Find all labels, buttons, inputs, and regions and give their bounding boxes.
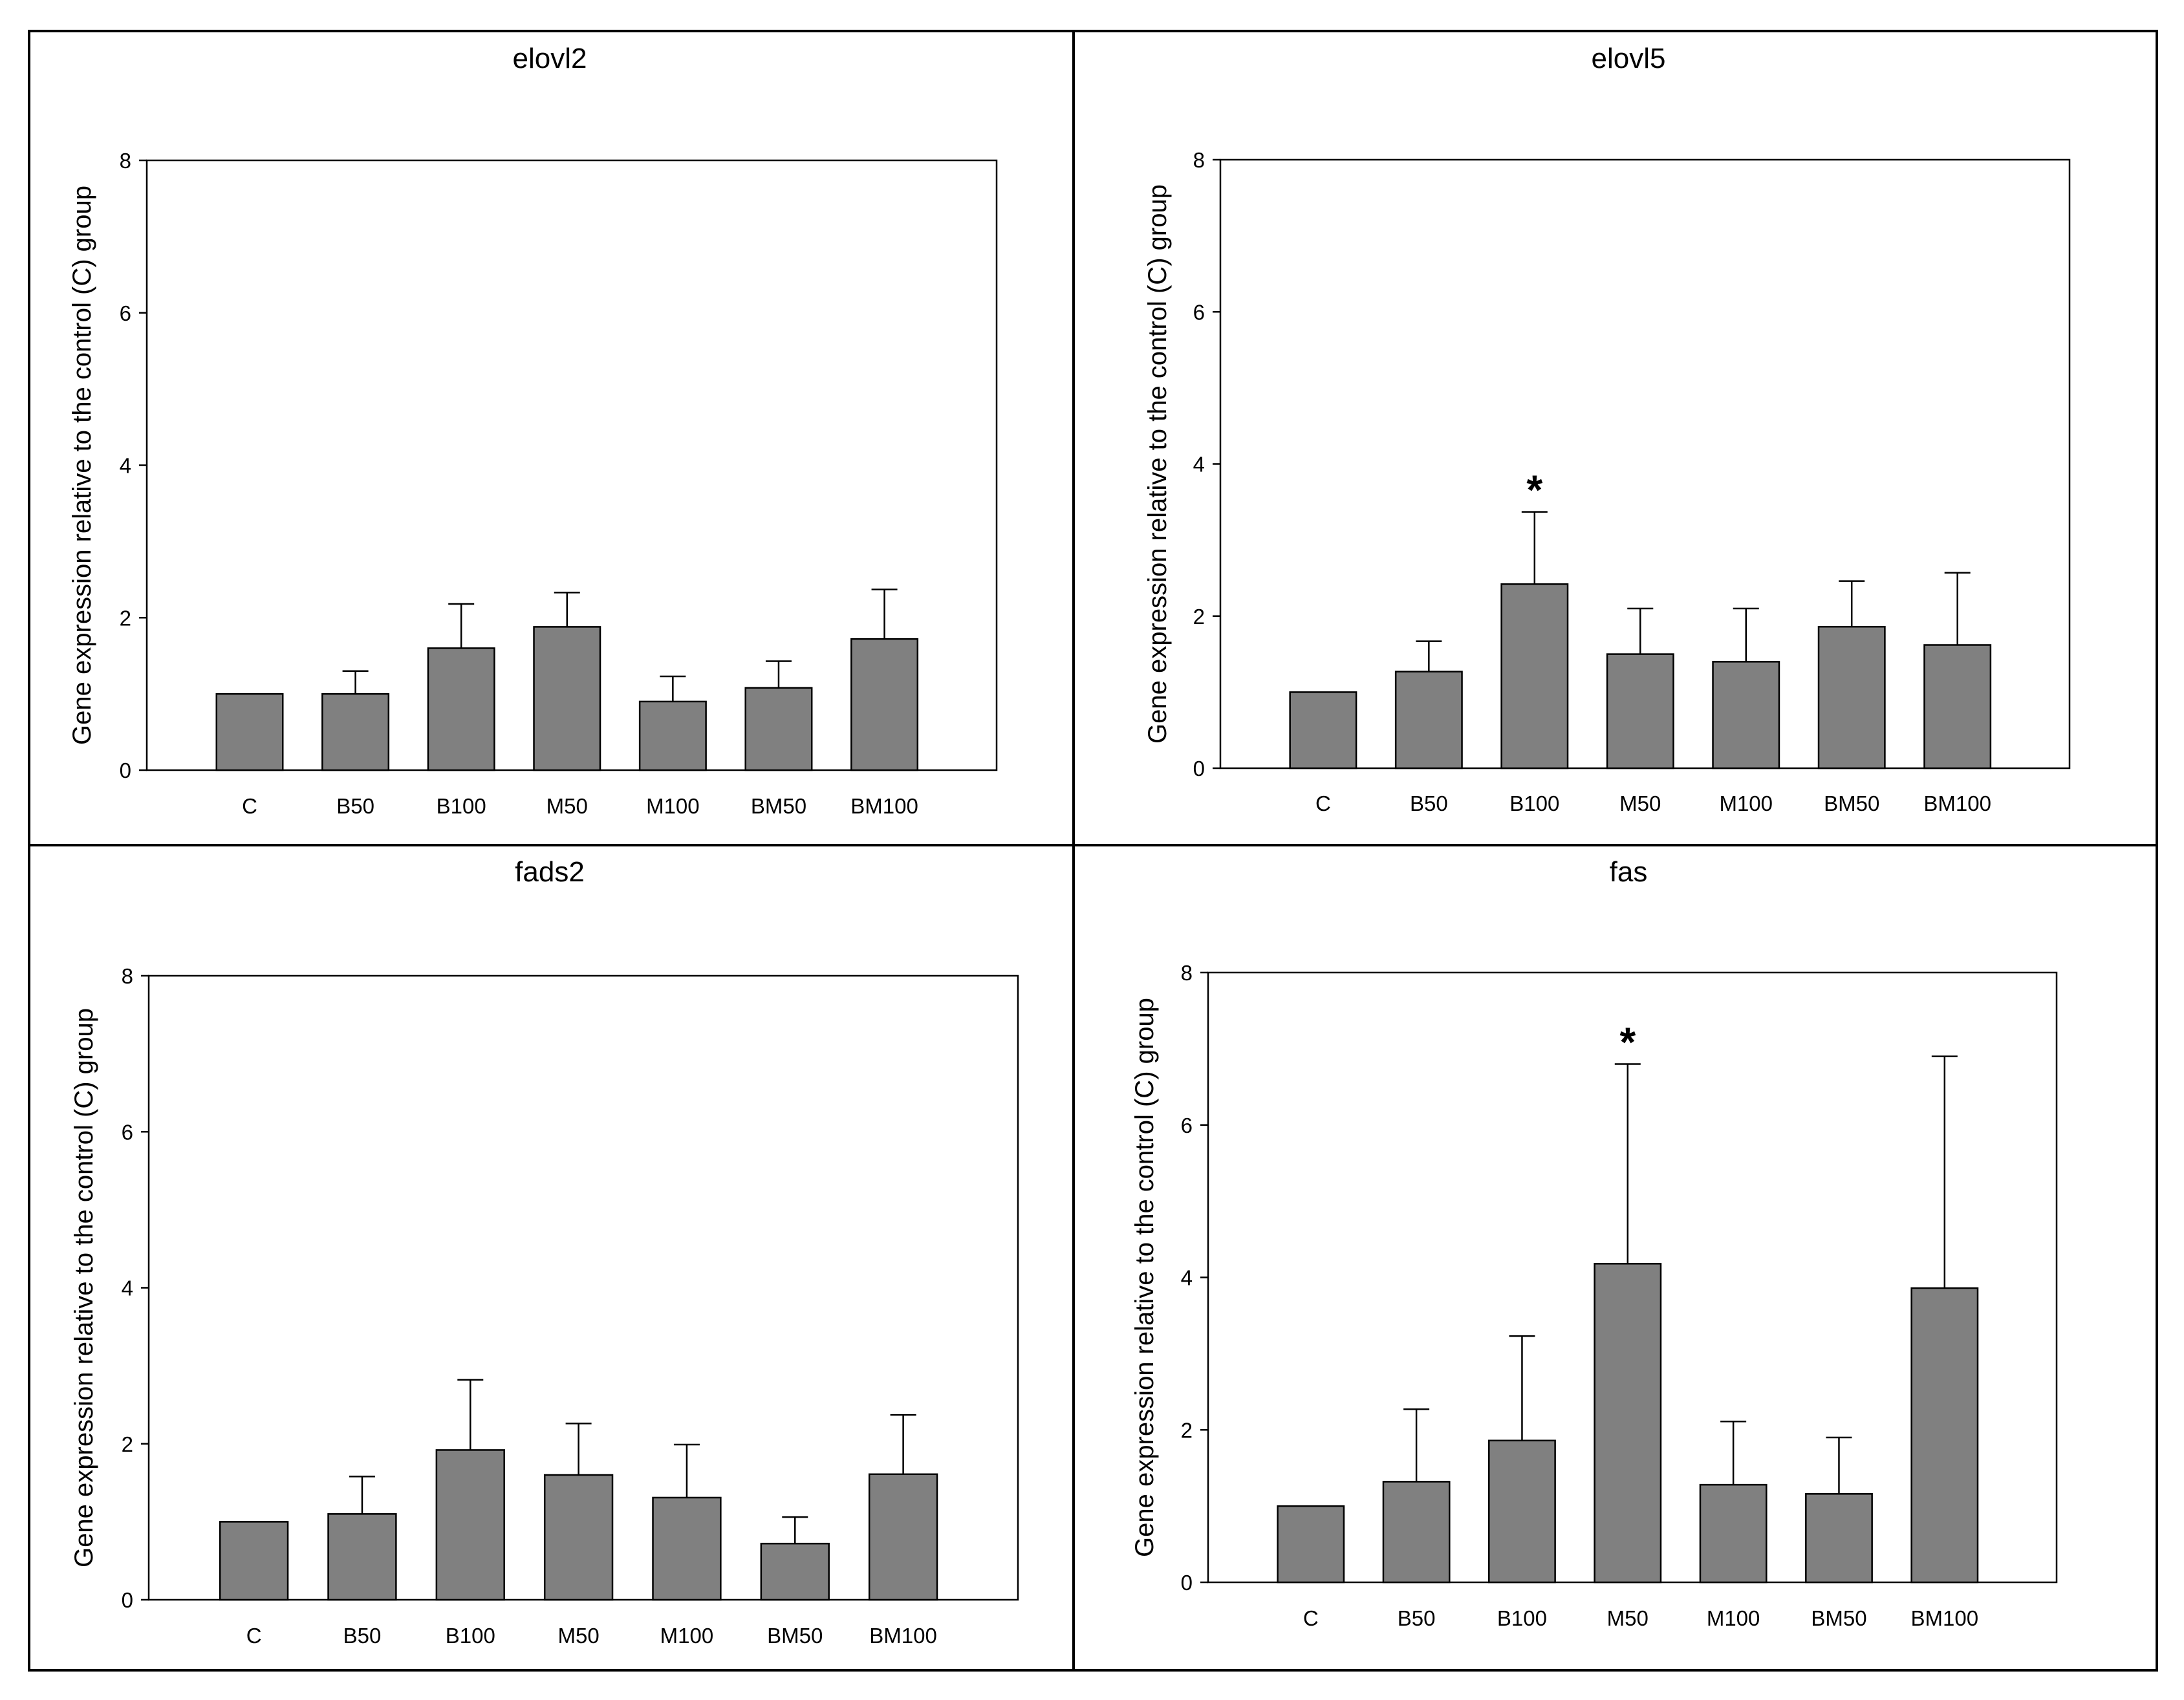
y-tick-label: 6 bbox=[122, 1120, 133, 1144]
x-tick-label: M50 bbox=[1619, 791, 1661, 815]
chart-panel-elovl2: elovl2 0 2 4 6 8 Gene expression relative to t… bbox=[68, 43, 998, 818]
bar-B100 bbox=[1500, 583, 1569, 769]
bar-M100 bbox=[1699, 1483, 1768, 1584]
bar-BM100 bbox=[850, 638, 919, 771]
x-tick-label: C bbox=[1315, 791, 1331, 815]
y-tick-label: 6 bbox=[1193, 300, 1205, 324]
x-tick-label: BM50 bbox=[1811, 1606, 1866, 1630]
chart-title: fas bbox=[1610, 856, 1648, 888]
bar-M100 bbox=[638, 700, 707, 771]
bar-BM100 bbox=[1910, 1287, 1979, 1584]
x-tick-label: M50 bbox=[546, 794, 588, 818]
bar-B50 bbox=[321, 693, 390, 771]
bar-B50 bbox=[327, 1513, 397, 1601]
significance-marker: * bbox=[1526, 467, 1542, 513]
x-tick-label: B50 bbox=[1410, 791, 1448, 815]
y-tick-label: 6 bbox=[1181, 1114, 1193, 1137]
bar-C bbox=[219, 1521, 289, 1601]
x-tick-label: B100 bbox=[1509, 791, 1559, 815]
y-axis-label: Gene expression relative to the control … bbox=[68, 186, 96, 745]
bar-BM50 bbox=[760, 1542, 830, 1601]
x-tick-label: M100 bbox=[660, 1624, 714, 1648]
bar-BM50 bbox=[1805, 1493, 1873, 1584]
y-tick-label: 0 bbox=[1193, 757, 1205, 780]
x-tick-label: BM50 bbox=[767, 1624, 823, 1648]
y-tick-label: 8 bbox=[1193, 148, 1205, 172]
chart-title: elovl2 bbox=[513, 43, 587, 74]
x-tick-label: M100 bbox=[1719, 791, 1773, 815]
y-tick-label: 4 bbox=[1181, 1266, 1193, 1290]
x-tick-label: BM50 bbox=[751, 794, 806, 818]
y-tick-label: 8 bbox=[120, 149, 131, 173]
x-tick-label: C bbox=[1303, 1606, 1319, 1630]
chart-panel-fas: fas 0 2 4 6 8 Gene expression relative to the … bbox=[1130, 856, 2058, 1630]
x-tick-label: M100 bbox=[646, 794, 700, 818]
x-tick-label: BM100 bbox=[1923, 791, 1991, 815]
bar-B100 bbox=[427, 647, 495, 771]
y-tick-label: 2 bbox=[120, 606, 131, 630]
bar-BM50 bbox=[744, 687, 813, 771]
x-tick-label: BM100 bbox=[850, 794, 918, 818]
y-axis-label: Gene expression relative to the control … bbox=[70, 1008, 98, 1567]
bar-M50 bbox=[543, 1474, 614, 1601]
y-tick-label: 0 bbox=[1181, 1571, 1193, 1595]
bar-C bbox=[1277, 1505, 1345, 1584]
y-tick-label: 2 bbox=[122, 1432, 133, 1456]
y-tick-label: 0 bbox=[120, 759, 131, 782]
x-tick-label: C bbox=[246, 1624, 262, 1648]
x-tick-label: B100 bbox=[446, 1624, 495, 1648]
bar-M50 bbox=[1594, 1263, 1662, 1584]
x-tick-label: BM100 bbox=[1911, 1606, 1979, 1630]
bar-BM100 bbox=[1923, 644, 1992, 769]
bar-B100 bbox=[1488, 1439, 1556, 1584]
bar-B50 bbox=[1394, 671, 1463, 769]
bar-C bbox=[215, 693, 284, 771]
y-tick-label: 4 bbox=[120, 454, 131, 478]
bar-B50 bbox=[1382, 1481, 1451, 1584]
x-tick-label: B50 bbox=[336, 794, 374, 818]
bar-BM100 bbox=[868, 1473, 938, 1601]
y-tick-label: 0 bbox=[122, 1588, 133, 1612]
x-tick-label: B100 bbox=[1497, 1606, 1547, 1630]
x-tick-label: B100 bbox=[437, 794, 486, 818]
y-tick-label: 4 bbox=[1193, 453, 1205, 477]
bar-M100 bbox=[1712, 661, 1780, 769]
y-tick-label: 8 bbox=[1181, 961, 1193, 985]
chart-title: elovl5 bbox=[1592, 43, 1666, 74]
x-tick-label: M50 bbox=[558, 1624, 600, 1648]
bar-M50 bbox=[1606, 653, 1674, 769]
bar-C bbox=[1289, 691, 1357, 769]
x-tick-label: B50 bbox=[343, 1624, 382, 1648]
y-tick-label: 4 bbox=[122, 1276, 133, 1300]
x-tick-label: M100 bbox=[1707, 1606, 1760, 1630]
y-axis-label: Gene expression relative to the control … bbox=[1130, 998, 1159, 1557]
y-tick-label: 6 bbox=[120, 301, 131, 325]
bar-M100 bbox=[652, 1496, 722, 1601]
x-tick-label: BM50 bbox=[1824, 791, 1879, 815]
bar-B100 bbox=[435, 1449, 505, 1601]
y-tick-label: 2 bbox=[1181, 1418, 1193, 1442]
y-tick-label: 8 bbox=[122, 964, 133, 988]
x-tick-label: BM100 bbox=[869, 1624, 937, 1648]
figure-frame bbox=[28, 30, 2158, 1672]
y-tick-label: 2 bbox=[1193, 605, 1205, 629]
significance-marker: * bbox=[1619, 1018, 1636, 1065]
y-axis-label: Gene expression relative to the control … bbox=[1143, 184, 1172, 744]
chart-title: fads2 bbox=[515, 856, 585, 888]
x-tick-label: B50 bbox=[1398, 1606, 1436, 1630]
bar-M50 bbox=[533, 626, 601, 771]
x-tick-label: C bbox=[242, 794, 257, 818]
bar-BM50 bbox=[1817, 625, 1886, 769]
x-tick-label: M50 bbox=[1607, 1606, 1649, 1630]
chart-panel-elovl5: elovl5 0 2 4 6 8 Gene expression relative to t… bbox=[1143, 43, 2071, 815]
chart-panel-fads2: fads2 0 2 4 6 8 Gene expression relative to th… bbox=[70, 856, 1019, 1648]
